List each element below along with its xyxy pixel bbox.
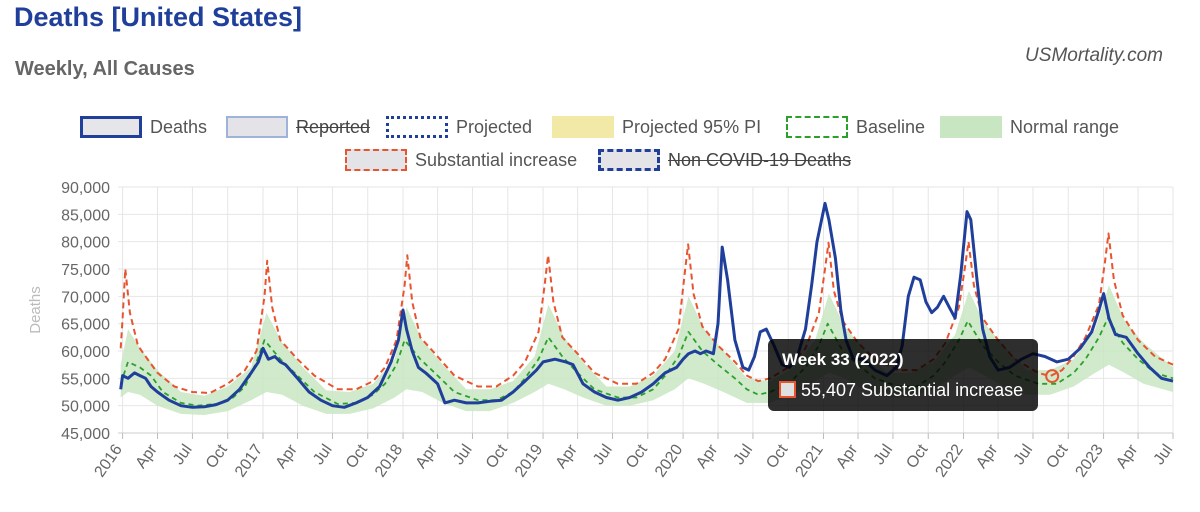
x-tick-label: Jul [590, 442, 616, 469]
tooltip-text: 55,407 Substantial increase [801, 380, 1024, 400]
legend-label: Substantial increase [415, 149, 578, 170]
x-tick-label: Jul [731, 442, 757, 469]
y-tick-label: 60,000 [61, 344, 110, 361]
legend-item-normal-range[interactable]: Normal range [940, 116, 1119, 138]
y-tick-label: 80,000 [61, 235, 110, 252]
x-tick-label: Apr [413, 441, 442, 472]
x-tick-label: Jul [170, 442, 196, 469]
x-tick-label: 2020 [652, 441, 686, 480]
legend-swatch-baseline [786, 116, 848, 138]
legend-label: Reported [296, 116, 371, 137]
legend-label: Normal range [1010, 116, 1120, 137]
legend-item-baseline[interactable]: Baseline [786, 116, 925, 138]
x-tick-label: Oct [343, 441, 372, 472]
x-tick-label: Oct [763, 441, 792, 472]
x-tick-label: Apr [273, 441, 302, 472]
x-tick-label: Jul [1151, 442, 1177, 469]
x-tick-label: Apr [833, 441, 862, 472]
legend-label: Non COVID-19 Deaths [668, 149, 852, 170]
legend-swatch-projected-pi [552, 116, 614, 138]
x-tick-label: Jul [450, 442, 476, 469]
x-tick-label: 2021 [792, 441, 826, 480]
x-tick-label: 2022 [932, 441, 966, 480]
legend-item-projected[interactable]: Projected [386, 116, 532, 138]
legend-item-reported[interactable]: Reported [226, 116, 370, 138]
x-tick-label: Oct [1043, 441, 1072, 472]
x-tick-label: Oct [203, 441, 232, 472]
legend-swatch-projected [386, 116, 448, 138]
deaths-line [119, 201, 1174, 409]
page-title: Deaths [United States] [14, 2, 303, 32]
y-tick-label: 65,000 [61, 317, 110, 334]
y-tick-label: 85,000 [61, 207, 110, 224]
baseline-line [119, 317, 1174, 407]
substantial-increase-line [119, 232, 1174, 395]
x-tick-label: 2023 [1072, 441, 1106, 480]
x-tick-label: Apr [1113, 441, 1142, 472]
legend-swatch-non-covid-deaths [598, 149, 660, 171]
y-tick-label: 55,000 [61, 371, 110, 388]
legend-swatch-normal-range [940, 116, 1002, 138]
y-tick-label: 90,000 [61, 180, 110, 197]
x-tick-label: 2016 [92, 441, 126, 480]
x-tick-label: Oct [623, 441, 652, 472]
x-tick-label: 2018 [372, 441, 406, 480]
legend-label: Projected [456, 116, 533, 137]
legend-label: Baseline [856, 116, 926, 137]
legend-label: Deaths [150, 116, 208, 137]
x-tick-label: Apr [973, 441, 1002, 472]
y-tick-label: 45,000 [61, 426, 110, 443]
x-tick-label: Jul [871, 442, 897, 469]
x-tick-label: Jul [1011, 442, 1037, 469]
y-tick-label: 50,000 [61, 399, 110, 416]
legend-swatch-substantial-increase [345, 149, 407, 171]
legend-item-deaths[interactable]: Deaths [80, 116, 207, 138]
x-tick-label: Apr [133, 441, 162, 472]
legend-label: Projected 95% PI [622, 116, 762, 137]
x-tick-label: Apr [553, 441, 582, 472]
highlight-marker [1045, 369, 1060, 384]
legend-item-substantial-increase[interactable]: Substantial increase [345, 149, 577, 171]
x-tick-label: 2019 [512, 441, 546, 480]
y-axis-title: Deaths [27, 286, 44, 334]
legend-item-non-covid-deaths[interactable]: Non COVID-19 Deaths [598, 149, 851, 171]
source-label: USMortality.com [1025, 45, 1163, 66]
x-tick-label: Oct [483, 441, 512, 472]
legend-swatch-deaths [80, 116, 142, 138]
chart-subtitle: Weekly, All Causes [15, 58, 195, 80]
x-tick-label: Oct [903, 441, 932, 472]
legend-item-projected-pi[interactable]: Projected 95% PI [552, 116, 761, 138]
tooltip-swatch [779, 381, 796, 398]
chart-tooltip: Week 33 (2022) 55,407 Substantial increa… [768, 339, 1038, 411]
legend-swatch-reported [226, 116, 288, 138]
x-tick-label: Jul [310, 442, 336, 469]
x-tick-label: 2017 [232, 441, 266, 480]
y-tick-label: 75,000 [61, 262, 110, 279]
x-tick-label: Apr [693, 441, 722, 472]
y-tick-label: 70,000 [61, 289, 110, 306]
tooltip-title: Week 33 (2022) [782, 350, 904, 369]
